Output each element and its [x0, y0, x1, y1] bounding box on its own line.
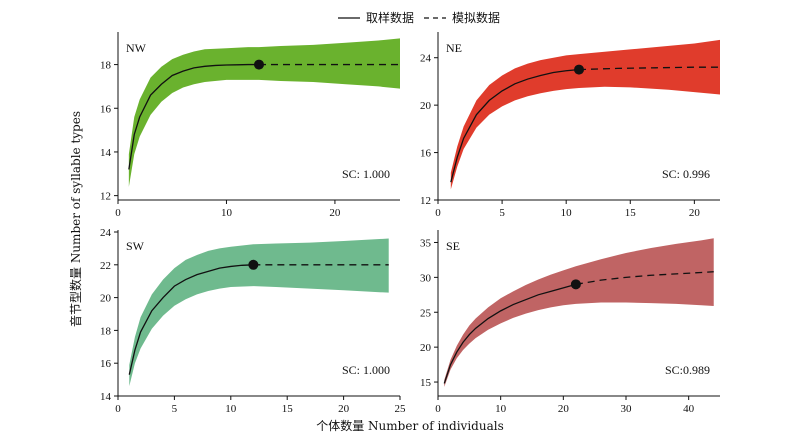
ne-x-tick-label: 20 [689, 207, 701, 219]
se-y-tick-label: 35 [420, 237, 432, 249]
legend: 取样数据 模拟数据 [338, 10, 500, 25]
se-x-tick-label: 40 [683, 403, 695, 415]
sw-x-tick-label: 25 [395, 403, 407, 415]
se-extrapolated-line [575, 271, 714, 285]
sw-y-tick-label: 16 [100, 358, 112, 370]
nw-y-tick-label: 18 [100, 60, 112, 72]
se-observed-line [443, 283, 577, 384]
ne-extrapolated-line [578, 66, 720, 71]
nw-y-tick-label: 14 [100, 147, 112, 159]
sw-y-tick-label: 18 [100, 325, 112, 337]
nw-x-tick-label: 0 [115, 207, 121, 219]
y-axis-title: 音节型数量 Number of syllable types [68, 111, 83, 327]
nw-coverage-label: SC: 1.000 [342, 167, 390, 181]
se-x-tick-label: 10 [495, 403, 507, 415]
se-y-tick-label: 20 [420, 342, 432, 354]
sw-x-tick-label: 5 [172, 403, 178, 415]
se-x-tick-label: 0 [435, 403, 441, 415]
se-x-tick-label: 30 [621, 403, 633, 415]
nw-x-tick-label: 20 [329, 207, 341, 219]
sw-y-tick-label: 22 [100, 260, 111, 272]
sw-x-tick-label: 20 [338, 403, 350, 415]
panel-se: 0 10 20 30 40 15 20 25 30 35 SE SC:0.989 [420, 230, 720, 415]
nw-reference-point [254, 59, 264, 70]
ne-x-tick-label: 15 [625, 207, 637, 219]
nw-y-tick-label: 12 [100, 191, 111, 203]
sw-observed-line [128, 264, 254, 375]
sw-coverage-label: SC: 1.000 [342, 363, 390, 377]
ne-coverage-label: SC: 0.996 [662, 167, 710, 181]
ne-x-tick-label: 5 [499, 207, 505, 219]
ne-y-tick-label: 16 [420, 148, 432, 160]
panel-ne: 0 5 10 15 20 12 16 20 24 NE SC: 0.996 [420, 32, 720, 219]
nw-confidence-band [128, 38, 400, 187]
x-axis-title: 个体数量 Number of individuals [316, 418, 504, 433]
sw-x-tick-label: 0 [115, 403, 121, 415]
nw-y-tick-label: 16 [100, 103, 112, 115]
se-x-tick-label: 20 [558, 403, 570, 415]
sw-y-tick-label: 24 [100, 227, 112, 239]
panel-nw: 0 10 20 12 14 16 18 NW SC: 1.000 [100, 32, 400, 219]
ne-observed-line [450, 68, 580, 183]
se-y-tick-label: 25 [420, 307, 432, 319]
nw-panel-label: NW [126, 41, 147, 55]
ne-reference-point [574, 64, 584, 75]
ne-x-tick-label: 10 [561, 207, 573, 219]
se-coverage-label: SC:0.989 [665, 363, 710, 377]
se-y-tick-label: 30 [420, 272, 432, 284]
sw-x-tick-label: 15 [282, 403, 294, 415]
panel-sw: 0 5 10 15 20 25 14 16 18 20 22 24 SW SC: 1.000 [100, 227, 406, 415]
ne-panel-label: NE [446, 41, 462, 55]
ne-y-tick-label: 24 [420, 53, 432, 65]
sw-y-tick-label: 20 [100, 293, 112, 305]
se-y-tick-label: 15 [420, 377, 432, 389]
nw-observed-line [128, 63, 259, 170]
se-reference-point [570, 279, 581, 290]
nw-x-tick-label: 10 [221, 207, 233, 219]
se-panel-label: SE [446, 239, 460, 253]
ne-x-tick-label: 0 [435, 207, 441, 219]
legend-observed-label: 取样数据 [366, 10, 414, 25]
ne-y-tick-label: 12 [420, 195, 431, 207]
sw-x-tick-label: 10 [225, 403, 237, 415]
ne-y-tick-label: 20 [420, 100, 432, 112]
sw-reference-point [248, 259, 259, 270]
se-confidence-band [444, 238, 714, 387]
sw-panel-label: SW [126, 239, 145, 253]
ne-confidence-band [450, 39, 720, 190]
sw-y-tick-label: 14 [100, 391, 112, 403]
legend-extrapolated-label: 模拟数据 [452, 10, 500, 25]
